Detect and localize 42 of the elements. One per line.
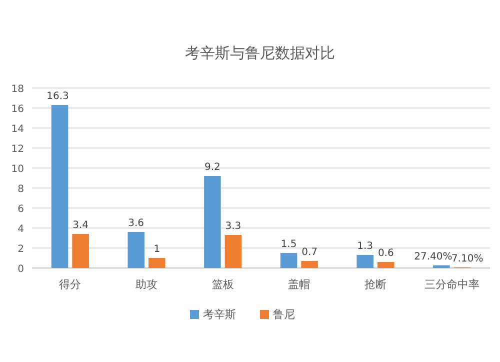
bar: [204, 176, 221, 268]
data-label: 16.3: [46, 91, 69, 102]
x-tick-label: 抢断: [364, 278, 386, 291]
bar: [72, 234, 89, 268]
y-tick-label: 2: [18, 244, 24, 255]
data-label: 3.4: [72, 220, 89, 231]
y-tick-label: 16: [11, 104, 24, 115]
data-label: 3.6: [128, 218, 144, 229]
data-label: 27.40%: [414, 251, 452, 262]
x-tick-label: 三分命中率: [424, 278, 480, 291]
bar: [148, 258, 166, 268]
bar: [224, 235, 242, 268]
data-label: 3.3: [225, 221, 242, 232]
y-tick-label: 10: [11, 164, 24, 175]
x-tick-label: 篮板: [212, 278, 234, 291]
bar: [280, 253, 298, 268]
x-tick-label: 盖帽: [288, 278, 310, 291]
data-label: 0.6: [378, 248, 394, 259]
y-tick-label: 4: [18, 224, 24, 235]
y-tick-label: 14: [11, 124, 24, 135]
legend-label: 考辛斯: [203, 308, 236, 321]
data-label: 0.7: [302, 247, 318, 258]
data-label: 7.10%: [451, 253, 484, 264]
data-label: 1.3: [357, 241, 374, 252]
data-label: 1: [154, 244, 160, 255]
bar: [356, 255, 374, 268]
y-tick-label: 0: [18, 264, 24, 275]
bar: [128, 232, 144, 268]
y-tick-label: 8: [18, 184, 24, 195]
legend-label: 鲁尼: [273, 308, 295, 321]
chart-title: 考辛斯与鲁尼数据对比: [185, 44, 335, 62]
bar: [378, 262, 394, 268]
x-tick-label: 助攻: [136, 278, 158, 291]
y-tick-label: 6: [18, 204, 24, 215]
y-tick-label: 12: [11, 144, 24, 155]
data-label: 9.2: [204, 162, 220, 173]
bar: [433, 265, 450, 268]
y-tick-label: 18: [11, 84, 24, 95]
bar: [301, 261, 318, 268]
bar: [51, 105, 68, 268]
data-label: 1.5: [280, 239, 297, 250]
x-tick-label: 得分: [59, 278, 82, 291]
